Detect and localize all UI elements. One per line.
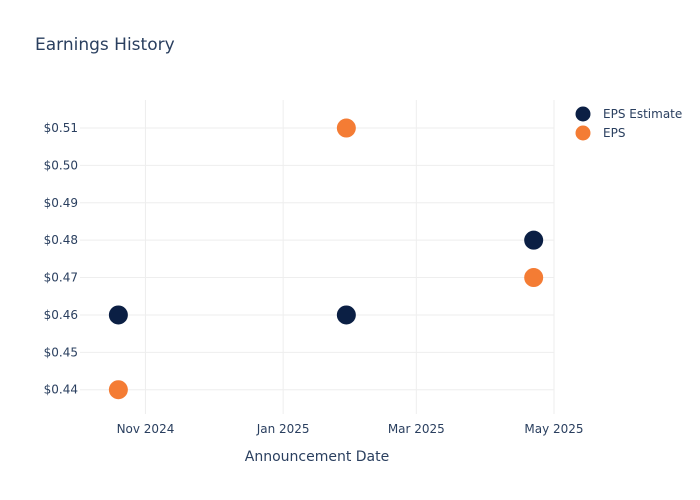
data-point[interactable] [336,305,356,325]
legend-label: EPS Estimate [603,107,682,121]
series-0 [108,230,544,325]
x-axis-title: Announcement Date [245,449,389,465]
legend-label: EPS [603,126,625,140]
x-gridlines [144,100,555,414]
data-points [108,118,544,400]
data-point[interactable] [336,118,356,138]
y-tick-label: $0.50 [44,158,78,172]
legend-marker [575,125,591,141]
y-tick-label: $0.46 [44,308,78,322]
chart-title: Earnings History [35,35,175,55]
series-1 [108,118,544,400]
data-point[interactable] [524,268,544,288]
data-point[interactable] [108,305,128,325]
x-tick-label: Nov 2024 [117,422,175,436]
y-tick-label: $0.51 [44,121,78,135]
legend-item[interactable]: EPS [575,125,626,141]
y-tick-label: $0.48 [44,233,78,247]
y-tick-label: $0.49 [44,196,78,210]
y-tick-labels: $0.44 $0.45 $0.46 $0.47 $0.48 $0.49 $0.50 $0.51 [44,121,78,397]
x-tick-labels: Nov 2024 Jan 2025 Mar 2025 May 2025 [117,422,584,436]
y-gridlines [80,127,554,391]
y-tick-label: $0.45 [44,345,78,359]
data-point[interactable] [108,380,128,400]
y-tick-label: $0.44 [44,383,78,397]
data-point[interactable] [524,230,544,250]
y-tick-label: $0.47 [44,271,78,285]
legend[interactable]: EPS Estimate EPS [575,106,683,141]
legend-marker [575,106,591,122]
x-tick-label: May 2025 [524,422,583,436]
legend-item[interactable]: EPS Estimate [575,106,683,122]
x-tick-label: Jan 2025 [256,422,310,436]
x-tick-label: Mar 2025 [388,422,445,436]
